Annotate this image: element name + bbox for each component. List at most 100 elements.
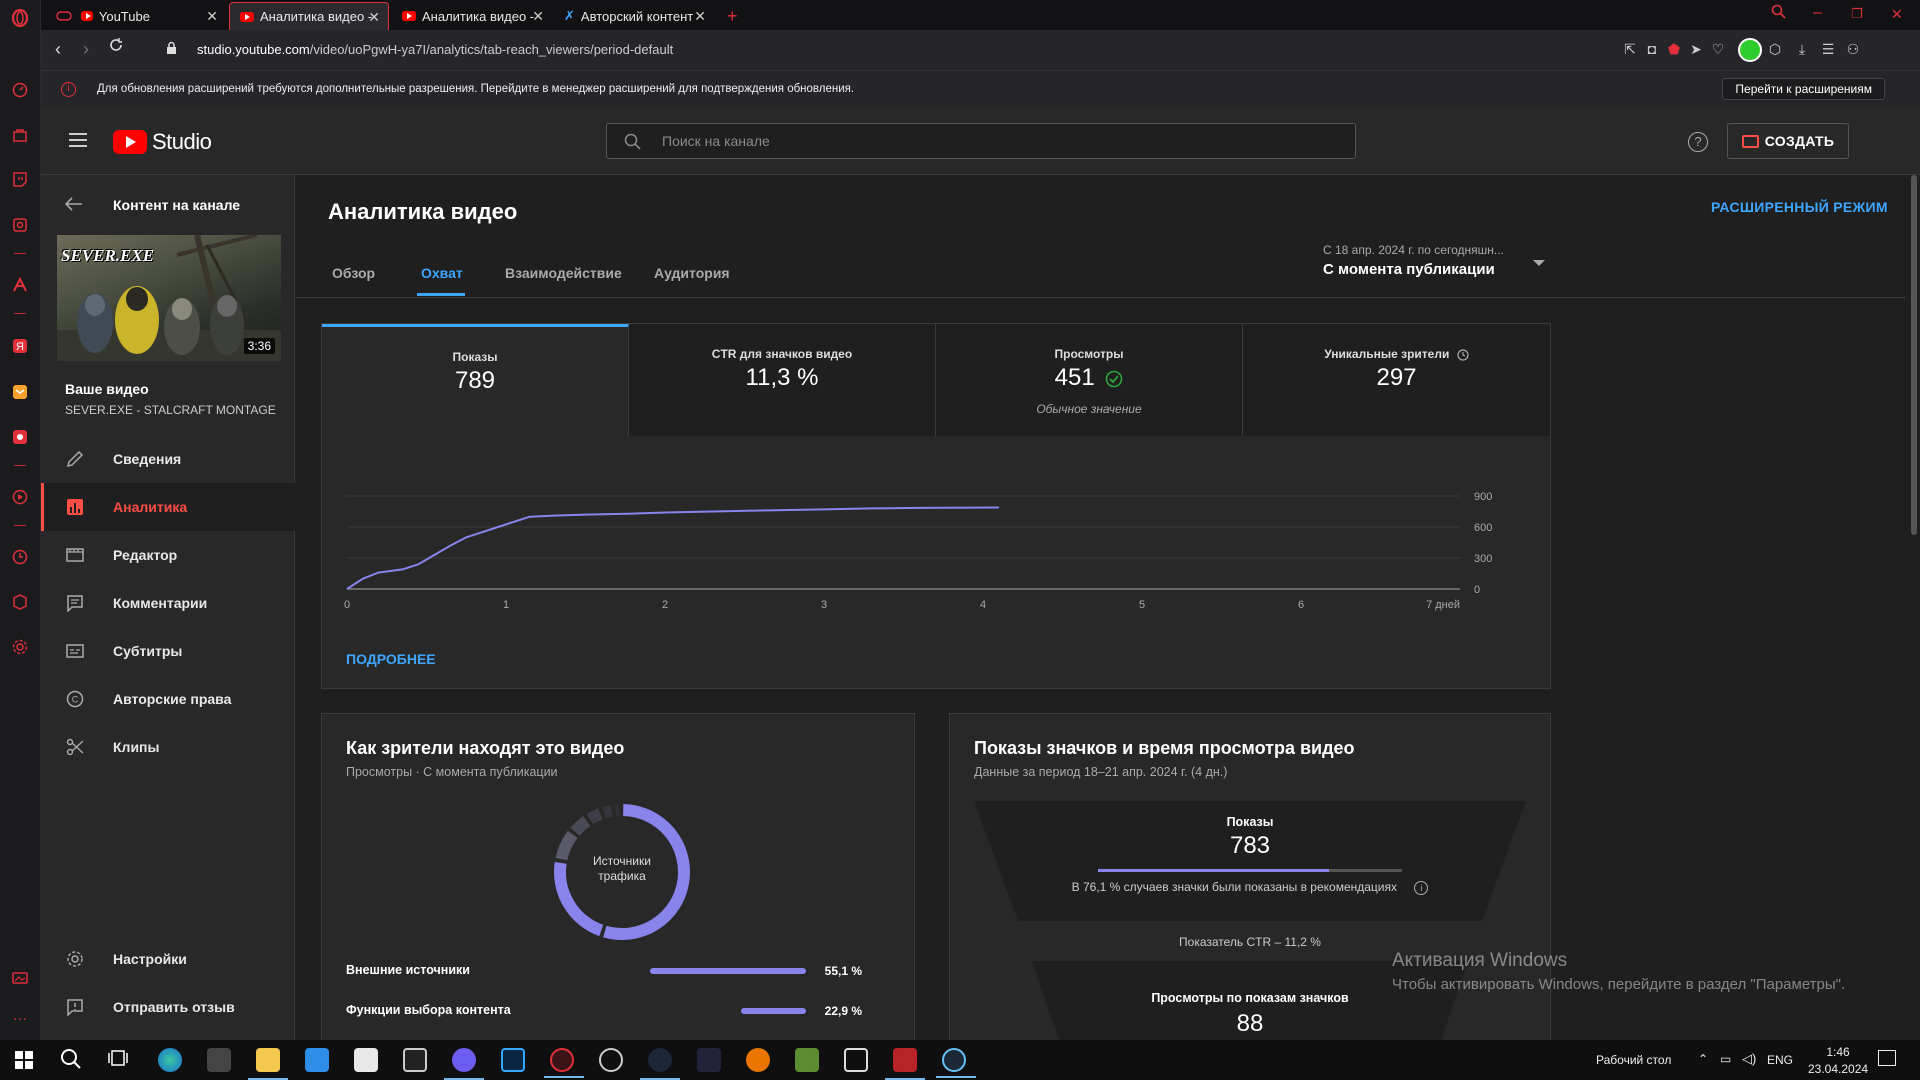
task-view-icon[interactable] <box>108 1048 132 1072</box>
history-icon[interactable] <box>10 547 30 567</box>
settings-gear-icon[interactable] <box>10 637 30 657</box>
metric-impressions[interactable]: Показы 789 <box>322 324 629 436</box>
browser-tab[interactable]: Аналитика видео - YouTube ✕ <box>392 2 552 30</box>
sidebar-item-settings[interactable]: Настройки <box>41 935 295 983</box>
music-icon[interactable] <box>10 487 30 507</box>
windows-start-icon[interactable] <box>12 1048 36 1072</box>
donut-slice[interactable] <box>603 804 690 940</box>
url-field[interactable]: studio.youtube.com/video/uoPgwH-ya7I/ana… <box>197 42 673 57</box>
tab-reach[interactable]: Охват <box>421 265 463 281</box>
browser-tab-active[interactable]: Аналитика видео - YouTube ✕ <box>229 2 389 30</box>
file-explorer-icon[interactable] <box>248 1048 288 1080</box>
vpn-shield-icon[interactable]: ⬟ <box>1667 41 1681 57</box>
sidebar-item-details[interactable]: Сведения <box>41 435 295 483</box>
steam-client-icon[interactable] <box>936 1048 976 1078</box>
twitch-icon[interactable] <box>10 170 30 190</box>
metric-unique-viewers[interactable]: Уникальные зрители 297 <box>1243 324 1550 436</box>
steam-icon[interactable] <box>640 1048 680 1080</box>
opera-gx-icon[interactable] <box>544 1048 584 1078</box>
search-icon[interactable] <box>60 1048 84 1072</box>
donut-slice[interactable] <box>570 816 591 836</box>
menu-icon[interactable] <box>69 133 87 151</box>
new-tab-icon[interactable]: + <box>727 5 738 26</box>
traffic-donut-chart[interactable]: Источники трафика <box>552 802 692 942</box>
opera-logo-icon[interactable] <box>10 8 30 28</box>
donut-slice[interactable] <box>555 830 578 861</box>
download-icon[interactable]: ⤓ <box>1798 41 1806 57</box>
extensions-icon[interactable] <box>10 592 30 612</box>
more-dots-icon[interactable]: ··· <box>13 1010 27 1026</box>
notifications-icon[interactable] <box>1878 1050 1896 1066</box>
browser-tab[interactable]: YouTube ✕ <box>71 2 226 30</box>
easy-setup-icon[interactable]: ☰ <box>1821 41 1835 57</box>
sidebar-item-subtitles[interactable]: Субтитры <box>41 627 295 675</box>
shopping-icon[interactable] <box>10 125 30 145</box>
video-name[interactable]: SEVER.EXE - STALCRAFT MONTAGE <box>65 403 276 417</box>
blender-icon[interactable] <box>746 1048 770 1072</box>
close-icon[interactable]: ✕ <box>206 8 218 24</box>
tab-engagement[interactable]: Взаимодействие <box>505 265 622 281</box>
language-indicator[interactable]: ENG <box>1767 1053 1794 1067</box>
yandex-icon[interactable]: Я <box>10 336 30 356</box>
photoshop-icon[interactable] <box>501 1048 525 1072</box>
send-icon[interactable]: ➤ <box>1690 41 1702 57</box>
traffic-source-row[interactable]: Функции выбора контента 22,9 % <box>346 1001 890 1021</box>
search-tabs-icon[interactable] <box>1771 4 1786 19</box>
tab-overview[interactable]: Обзор <box>332 265 376 281</box>
help-icon[interactable]: ? <box>1688 132 1708 152</box>
close-icon[interactable]: ✕ <box>694 8 706 24</box>
back-icon[interactable]: ‹ <box>55 39 61 59</box>
profile-avatar[interactable] <box>1738 38 1762 62</box>
heart-icon[interactable]: ♡ <box>1711 41 1725 57</box>
game-launcher-icon[interactable] <box>697 1048 721 1072</box>
traffic-source-row[interactable]: Внешние источники 55,1 % <box>346 961 890 981</box>
search-input[interactable] <box>662 124 1262 158</box>
player-icon[interactable] <box>10 215 30 235</box>
account-icon[interactable]: ⚇ <box>1846 41 1860 57</box>
see-more-link[interactable]: ПОДРОБНЕЕ <box>346 651 436 667</box>
advanced-mode-link[interactable]: РАСШИРЕННЫЙ РЕЖИМ <box>1711 199 1888 215</box>
mail-icon[interactable] <box>305 1048 329 1072</box>
restore-icon[interactable]: ❐ <box>1851 6 1863 21</box>
reload-icon[interactable] <box>109 38 123 52</box>
metric-views[interactable]: Просмотры 451 Обычное значение <box>936 324 1243 436</box>
discord-icon[interactable] <box>444 1048 484 1080</box>
sidebar-item-feedback[interactable]: Отправить отзыв <box>41 983 295 1031</box>
minecraft-icon[interactable] <box>795 1048 819 1072</box>
desktop-toolbar-label[interactable]: Рабочий стол <box>1596 1053 1672 1067</box>
close-window-icon[interactable]: ✕ <box>1891 6 1903 22</box>
system-clock[interactable]: 1:46 23.04.2024 <box>1808 1044 1868 1078</box>
create-button[interactable]: СОЗДАТЬ <box>1727 123 1849 159</box>
video-thumbnail[interactable]: SEVER.EXE 3:36 <box>57 235 281 361</box>
volume-icon[interactable]: ◁) <box>1742 1051 1757 1066</box>
lock-icon[interactable] <box>166 41 177 54</box>
donut-slice[interactable] <box>586 808 603 825</box>
sidebar-item-comments[interactable]: Комментарии <box>41 579 295 627</box>
snapshot-icon[interactable] <box>10 968 30 988</box>
sidebar-item-editor[interactable]: Редактор <box>41 531 295 579</box>
close-icon[interactable]: ✕ <box>368 9 380 25</box>
info-icon[interactable]: i <box>1414 880 1429 895</box>
donut-slice[interactable] <box>602 804 613 819</box>
video-editor-icon[interactable] <box>354 1048 378 1072</box>
tray-chevron-icon[interactable]: ⌃ <box>1698 1052 1709 1066</box>
sidebar-item-analytics[interactable]: Аналитика <box>41 483 295 531</box>
sidebar-item-clips[interactable]: Клипы <box>41 723 295 771</box>
sidebar-item-copyright[interactable]: C Авторские права <box>41 675 295 723</box>
browser-tab[interactable]: ✗ Авторский контент - EXBO ✕ <box>554 2 714 30</box>
go-to-extensions-button[interactable]: Перейти к расширениям <box>1722 78 1885 100</box>
close-icon[interactable]: ✕ <box>532 8 544 24</box>
speed-dial-icon[interactable] <box>10 80 30 100</box>
launcher-app-icon[interactable] <box>207 1048 231 1072</box>
aria-icon[interactable] <box>10 275 30 295</box>
edge-browser-icon[interactable] <box>158 1048 182 1072</box>
channel-search[interactable] <box>606 123 1356 159</box>
minimize-icon[interactable]: – <box>1813 4 1822 21</box>
share-icon[interactable]: ⇱ <box>1624 41 1636 57</box>
stalcraft-icon[interactable] <box>885 1048 925 1080</box>
tab-audience[interactable]: Аудитория <box>654 265 730 281</box>
mail-app-icon[interactable] <box>10 382 30 402</box>
studio-logo[interactable]: Studio <box>113 129 212 155</box>
gamepad-icon[interactable] <box>46 2 80 30</box>
tool-app-icon[interactable] <box>844 1048 868 1072</box>
